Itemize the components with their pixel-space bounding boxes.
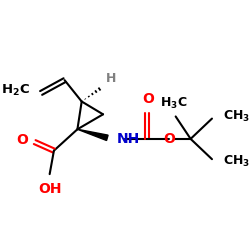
Text: H: H [106,72,117,86]
Text: O: O [16,133,28,147]
Text: $\mathbf{CH_3}$: $\mathbf{CH_3}$ [223,154,250,169]
Text: O: O [163,132,175,146]
Text: O: O [142,92,154,106]
Polygon shape [78,129,108,140]
Text: OH: OH [38,182,62,196]
Text: $\mathbf{H_3C}$: $\mathbf{H_3C}$ [160,96,187,111]
Text: $\mathbf{CH_3}$: $\mathbf{CH_3}$ [223,109,250,124]
Text: NH: NH [117,132,140,146]
Text: $\mathbf{H_2C}$: $\mathbf{H_2C}$ [0,83,29,98]
